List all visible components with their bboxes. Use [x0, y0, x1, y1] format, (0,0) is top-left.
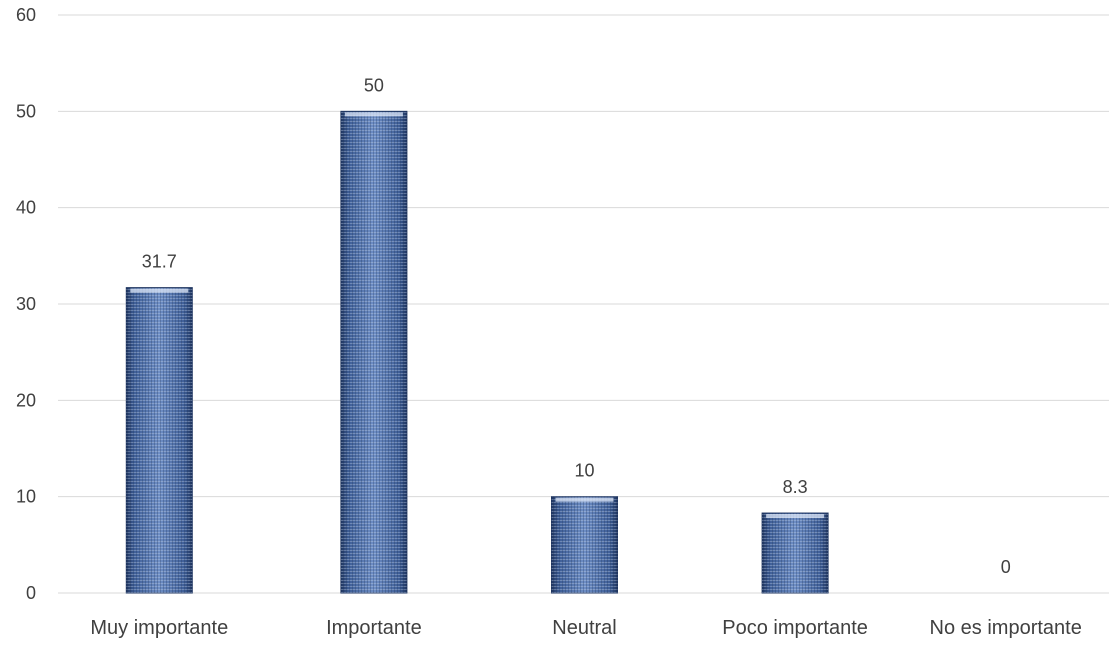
y-tick-label: 10	[16, 487, 36, 507]
y-tick-label: 0	[26, 583, 36, 603]
y-tick-label: 60	[16, 5, 36, 25]
bar	[761, 512, 829, 594]
data-label: 8.3	[783, 477, 808, 497]
y-tick-label: 20	[16, 390, 36, 410]
y-axis-tick-labels: 0 10 20 30 40 50 60	[16, 5, 36, 603]
x-tick-label: Neutral	[552, 617, 616, 639]
data-label: 31.7	[142, 252, 177, 272]
bar	[551, 496, 618, 594]
x-tick-label: Importante	[326, 617, 422, 639]
x-tick-label: No es importante	[930, 617, 1082, 639]
data-label: 0	[1001, 557, 1011, 577]
x-tick-label: Poco importante	[722, 617, 868, 639]
data-label: 50	[364, 75, 384, 95]
bar	[125, 287, 193, 594]
y-tick-label: 40	[16, 198, 36, 218]
x-tick-label: Muy importante	[90, 617, 228, 639]
data-label: 10	[574, 461, 594, 481]
data-labels: 31.7 50 10 8.3 0	[142, 75, 1011, 577]
y-tick-label: 30	[16, 294, 36, 314]
y-tick-label: 50	[16, 101, 36, 121]
x-axis-category-labels: Muy importante Importante Neutral Poco impo…	[90, 617, 1081, 639]
bars	[125, 110, 829, 594]
bar	[340, 110, 408, 594]
gridlines	[58, 14, 1109, 594]
